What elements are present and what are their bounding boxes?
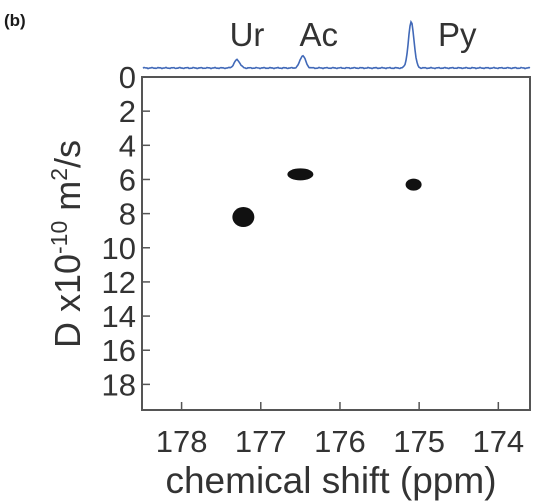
y-tick-label: 16 (102, 333, 136, 368)
plot-frame (141, 76, 531, 411)
y-tick-label: 0 (119, 60, 136, 95)
data-point-py (405, 178, 422, 191)
y-tick-label: 14 (102, 299, 136, 334)
y-axis-label-exponent: -10 (46, 221, 72, 254)
data-point-ur (232, 207, 255, 228)
x-axis-label: chemical shift (ppm) (165, 460, 496, 501)
y-axis-label-suffix: /s (47, 140, 88, 168)
x-tick-label: 174 (472, 424, 524, 459)
y-tick-label: 2 (119, 94, 136, 129)
y-tick-label: 6 (119, 162, 136, 197)
y-axis-label: D x10-10 m2/s (46, 140, 88, 348)
x-tick-label: 176 (314, 424, 366, 459)
y-tick-label: 12 (102, 265, 136, 300)
data-markers (232, 168, 422, 228)
y-tick-label: 10 (102, 231, 136, 266)
x-tick-label: 178 (156, 424, 208, 459)
y-tick-label: 4 (119, 128, 136, 163)
panel-label: (b) (4, 11, 26, 30)
peak-labels: Ur Ac Py (230, 16, 477, 53)
x-axis-ticks: 178 177 176 175 174 (156, 402, 524, 459)
y-tick-label: 18 (102, 367, 136, 402)
y-tick-label: 8 (119, 197, 136, 232)
y-axis-label-unit-exponent: 2 (46, 168, 72, 181)
x-tick-label: 177 (235, 424, 287, 459)
peak-label-ur: Ur (230, 16, 265, 53)
peak-label-ac: Ac (299, 16, 338, 53)
peak-label-py: Py (438, 16, 477, 53)
y-axis-label-prefix: D x10 (47, 254, 88, 348)
spectrum-projection-line (142, 19, 531, 70)
data-point-ac (287, 168, 314, 181)
x-tick-label: 175 (393, 424, 445, 459)
y-axis-label-unit: m (47, 181, 88, 221)
